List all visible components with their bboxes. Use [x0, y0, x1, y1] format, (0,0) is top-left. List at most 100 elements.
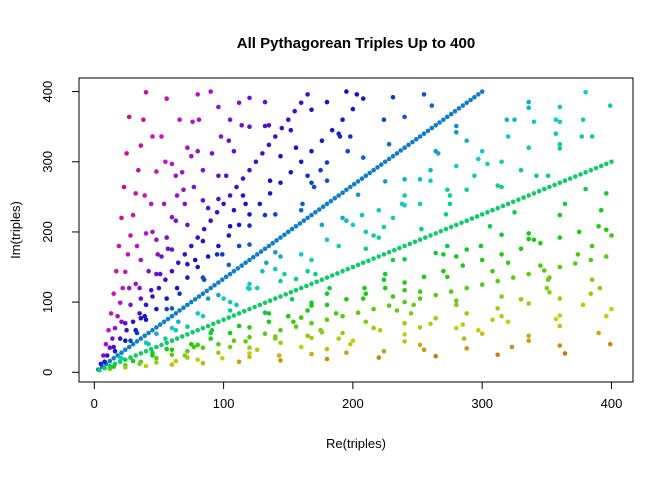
data-point: [324, 160, 330, 165]
data-point: [117, 336, 123, 341]
data-point: [479, 212, 485, 217]
data-point: [136, 167, 141, 173]
data-point: [231, 207, 237, 213]
data-point: [195, 148, 200, 154]
data-point: [350, 222, 356, 228]
data-point: [273, 250, 278, 255]
data-point: [390, 215, 396, 221]
data-point: [177, 308, 182, 313]
data-point: [173, 173, 179, 179]
data-point: [531, 237, 537, 242]
data-point: [504, 117, 510, 122]
data-point: [557, 323, 563, 329]
data-point: [381, 117, 387, 122]
data-point: [130, 341, 136, 347]
data-point: [531, 119, 537, 125]
data-point: [428, 167, 433, 173]
data-point: [191, 344, 197, 350]
data-point: [461, 336, 467, 341]
data-point: [421, 347, 427, 353]
data-point: [314, 279, 320, 285]
data-point: [417, 342, 423, 348]
data-point: [324, 178, 330, 183]
data-point: [319, 138, 325, 143]
data-point: [227, 117, 233, 122]
data-point: [390, 94, 396, 100]
data-point: [247, 95, 252, 101]
data-point: [169, 306, 175, 311]
data-point: [441, 268, 446, 274]
data-point: [363, 291, 369, 297]
data-point: [542, 186, 547, 192]
data-point: [154, 344, 159, 350]
data-point: [278, 340, 283, 346]
data-point: [116, 243, 122, 249]
x-tick-label: 0: [91, 396, 98, 411]
data-point: [478, 243, 484, 249]
data-point: [596, 330, 601, 336]
data-point: [417, 237, 423, 242]
data-point: [547, 290, 552, 295]
data-point: [460, 263, 466, 268]
data-point: [182, 353, 188, 358]
data-point: [464, 311, 470, 316]
data-point: [593, 165, 599, 171]
data-point: [138, 257, 144, 263]
data-point: [107, 366, 113, 372]
data-point: [464, 100, 470, 106]
data-point: [309, 281, 314, 287]
data-point: [363, 319, 369, 325]
data-point: [305, 268, 310, 274]
data-point: [526, 193, 531, 198]
data-point: [161, 319, 167, 325]
data-point: [216, 350, 221, 356]
data-point: [195, 235, 200, 240]
data-point: [609, 159, 614, 165]
data-point: [479, 331, 485, 337]
data-point: [324, 237, 330, 242]
data-point: [324, 291, 330, 297]
data-point: [143, 348, 149, 354]
data-point: [402, 203, 407, 208]
data-point: [216, 243, 221, 249]
data-point: [500, 203, 506, 209]
data-point: [143, 363, 149, 369]
data-point: [177, 291, 182, 297]
data-point: [159, 254, 164, 259]
data-point: [165, 246, 171, 252]
data-point: [257, 201, 263, 207]
data-point: [309, 107, 314, 113]
data-point: [476, 92, 481, 97]
data-point: [195, 264, 200, 270]
data-point: [146, 341, 151, 347]
data-point: [417, 201, 423, 207]
data-point: [464, 138, 470, 143]
data-point: [359, 176, 365, 181]
data-point: [596, 224, 601, 229]
data-point: [433, 250, 439, 256]
data-point: [154, 306, 159, 312]
data-point: [128, 355, 133, 360]
data-point: [209, 151, 215, 156]
data-point: [200, 167, 206, 173]
data-point: [495, 352, 501, 358]
plot-box: [78, 77, 634, 383]
data-point: [185, 302, 190, 308]
data-point: [402, 177, 407, 182]
data-point: [589, 134, 595, 139]
data-point: [107, 345, 113, 351]
data-point: [355, 179, 361, 184]
data-point: [128, 338, 133, 344]
data-point: [588, 257, 594, 263]
data-point: [355, 192, 361, 198]
data-point: [495, 183, 501, 188]
data-point: [143, 90, 149, 95]
data-point: [293, 276, 299, 282]
data-point: [264, 260, 269, 266]
data-point: [379, 162, 384, 167]
data-point: [536, 188, 542, 194]
data-point: [174, 193, 180, 198]
data-point: [278, 358, 283, 363]
data-point: [278, 327, 283, 333]
data-point: [150, 134, 155, 139]
